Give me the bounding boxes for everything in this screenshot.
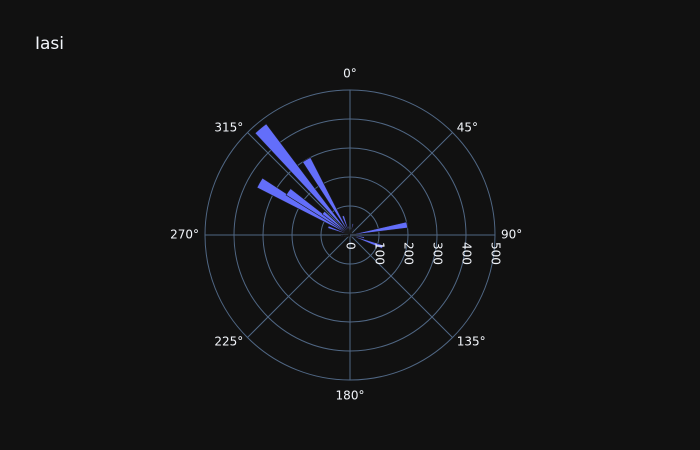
angular-gridline — [247, 234, 351, 338]
radial-tick-label: 200 — [402, 242, 416, 265]
polar-bar — [347, 226, 351, 236]
bar-series — [254, 123, 408, 249]
angular-tick-label: 135° — [457, 334, 486, 348]
polar-bar — [321, 210, 351, 236]
angular-gridline — [349, 132, 453, 236]
angular-tick-label: 0° — [343, 67, 357, 81]
radial-tick-label: 500 — [489, 242, 503, 265]
chart-title: Iasi — [35, 34, 65, 54]
polar-axes: 0 100 200 300 400 500 0° 45° 90° 135° 180° 225° 270°… — [170, 67, 522, 403]
angular-tick-label: 225° — [214, 334, 243, 348]
polar-bar — [340, 234, 351, 237]
radial-tick-label: 100 — [373, 242, 387, 265]
polar-bar — [285, 188, 351, 236]
angular-tick-label: 45° — [457, 121, 478, 135]
radial-tick-label: 0 — [344, 242, 358, 250]
radial-tick-label: 400 — [460, 242, 474, 265]
polar-bar — [349, 234, 384, 249]
polar-bar — [327, 225, 351, 236]
polar-bar — [341, 215, 351, 236]
polar-bar — [349, 221, 408, 236]
angular-tick-label: 315° — [214, 121, 243, 135]
polar-bar — [302, 157, 351, 236]
angular-tick-label: 270° — [170, 228, 199, 242]
polar-bar — [254, 123, 351, 236]
angular-tick-label: 180° — [336, 389, 365, 403]
angular-gridline — [247, 132, 351, 236]
angular-gridline — [349, 234, 453, 338]
radial-tick-label: 300 — [431, 242, 445, 265]
angular-tick-label: 90° — [501, 228, 522, 242]
